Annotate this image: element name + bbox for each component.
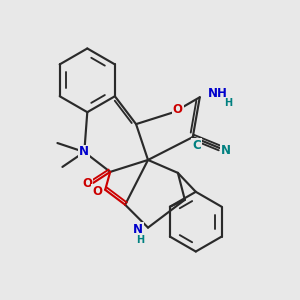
Text: N: N [133,223,143,236]
Text: O: O [82,177,92,190]
Text: H: H [225,98,233,108]
Text: NH: NH [208,87,228,100]
Text: N: N [79,146,89,158]
Text: N: N [220,143,231,157]
Text: O: O [92,185,102,198]
Text: H: H [136,235,144,244]
Text: O: O [173,103,183,116]
Text: C: C [192,139,201,152]
